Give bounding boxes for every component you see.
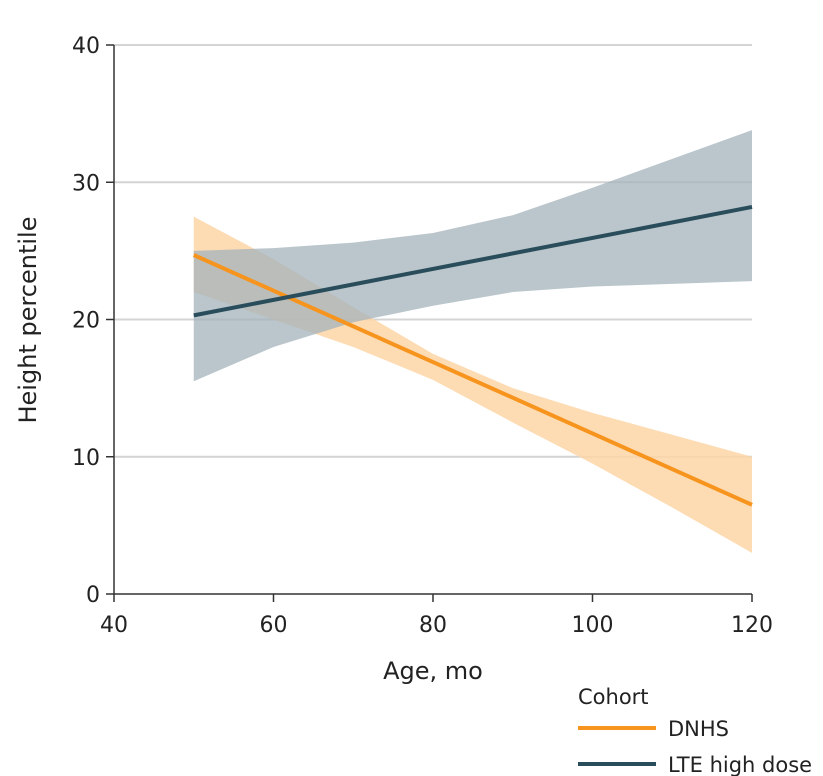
- x-axis-ticks: 40 60 80 100 120: [100, 594, 773, 638]
- legend-title: Cohort: [578, 685, 649, 709]
- x-tick-label-40: 40: [100, 613, 128, 638]
- series-lines: [192, 204, 753, 507]
- x-tick-label-120: 120: [731, 613, 773, 638]
- x-axis-title: Age, mo: [383, 657, 483, 685]
- ci-band-lte-high-dose: [193, 130, 752, 382]
- y-tick-label-30: 30: [72, 171, 100, 196]
- y-tick-label-40: 40: [72, 34, 100, 59]
- y-tick-label-10: 10: [72, 446, 100, 471]
- y-axis-ticks: 0 10 20 30 40: [72, 34, 114, 608]
- y-axis-title: Height percentile: [14, 217, 42, 424]
- series-line-lte-high-dose: [193, 204, 753, 318]
- x-tick-label-100: 100: [572, 613, 614, 638]
- legend-label-lte-high-dose: LTE high dose: [668, 753, 812, 776]
- confidence-bands: [193, 130, 752, 553]
- x-tick-label-80: 80: [419, 613, 447, 638]
- legend: Cohort DNHS LTE high dose: [578, 685, 812, 776]
- legend-label-dnhs: DNHS: [668, 717, 729, 741]
- y-tick-label-0: 0: [86, 583, 100, 608]
- x-tick-label-60: 60: [260, 613, 288, 638]
- y-tick-label-20: 20: [72, 309, 100, 334]
